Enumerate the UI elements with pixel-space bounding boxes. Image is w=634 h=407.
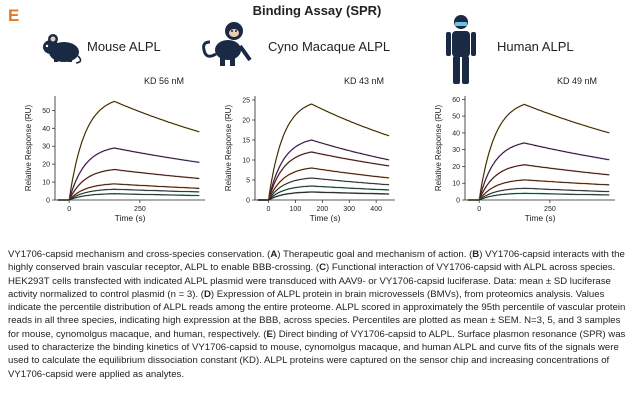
x-tick-label: 300	[343, 206, 355, 213]
figure-caption: VY1706-capsid mechanism and cross-specie…	[8, 249, 626, 380]
y-tick-label: 30	[452, 147, 460, 154]
y-axis-label: Relative Response (RU)	[224, 105, 233, 192]
y-tick-label: 60	[452, 97, 460, 104]
sensorgram-curve	[57, 100, 200, 201]
mouse-label: Mouse ALPL	[87, 39, 161, 54]
sensorgram-curve	[467, 179, 610, 201]
sensorgram-curve	[57, 147, 200, 201]
y-tick-label: 25	[242, 98, 250, 105]
y-tick-label: 10	[242, 158, 250, 165]
sensorgram-curve	[257, 167, 390, 201]
sensorgram-curve	[257, 185, 390, 201]
x-tick-label: 0	[477, 206, 481, 213]
sensorgram-curve	[57, 193, 200, 201]
x-axis-label: Time (s)	[115, 213, 146, 223]
y-tick-label: 40	[452, 130, 460, 137]
sensorgram-curve	[467, 103, 610, 201]
y-tick-label: 50	[42, 108, 50, 115]
sensorgram-curve	[257, 139, 390, 201]
y-tick-label: 10	[42, 180, 50, 187]
sensorgram-curve	[57, 169, 200, 201]
kd-human: KD 49 nM	[557, 76, 598, 86]
mouse-icon	[43, 34, 82, 64]
x-axis-label: Time (s)	[525, 213, 556, 223]
spr-plot-cyno: 0 5 10 15 20 25 0 100 200 300 400 Time (s) Relative …	[224, 96, 395, 223]
sensorgram-curve	[57, 188, 200, 201]
sensorgram-curve	[257, 151, 390, 201]
sensorgram-curve	[257, 103, 390, 201]
sensorgram-curve	[467, 164, 610, 201]
y-tick-label: 15	[242, 138, 250, 145]
cyno-label: Cyno Macaque ALPL	[268, 39, 391, 54]
y-tick-label: 5	[246, 178, 250, 185]
sensorgram-curve	[467, 187, 610, 201]
y-axis-label: Relative Response (RU)	[434, 105, 443, 192]
panel-letter: E	[8, 6, 20, 25]
kd-mouse: KD 56 nM	[144, 76, 185, 86]
y-tick-label: 40	[42, 126, 50, 133]
sensorgram-curve	[257, 191, 390, 201]
human-label: Human ALPL	[497, 39, 574, 54]
x-tick-label: 400	[370, 206, 382, 213]
y-tick-label: 0	[456, 198, 460, 205]
x-axis-label: Time (s)	[310, 213, 341, 223]
x-tick-label: 100	[290, 206, 302, 213]
sensorgram-curve	[467, 142, 610, 201]
human-icon	[446, 15, 476, 84]
y-tick-label: 50	[452, 114, 460, 121]
x-tick-label: 250	[544, 206, 556, 213]
kd-cyno: KD 43 nM	[344, 76, 385, 86]
y-tick-label: 20	[452, 164, 460, 171]
y-tick-label: 20	[242, 118, 250, 125]
y-tick-label: 20	[42, 162, 50, 169]
x-tick-label: 200	[316, 206, 328, 213]
sensorgram-curve	[257, 177, 390, 201]
monkey-icon	[202, 22, 252, 66]
y-tick-label: 10	[452, 181, 460, 188]
sensorgram-curve	[57, 183, 200, 201]
y-tick-label: 30	[42, 144, 50, 151]
sensorgram-curve	[467, 192, 610, 201]
y-axis-label: Relative Response (RU)	[24, 105, 33, 192]
y-tick-label: 0	[46, 198, 50, 205]
x-tick-label: 0	[67, 206, 71, 213]
figure-title: Binding Assay (SPR)	[252, 3, 382, 18]
y-tick-label: 0	[246, 198, 250, 205]
x-tick-label: 250	[134, 206, 146, 213]
x-tick-label: 0	[267, 206, 271, 213]
